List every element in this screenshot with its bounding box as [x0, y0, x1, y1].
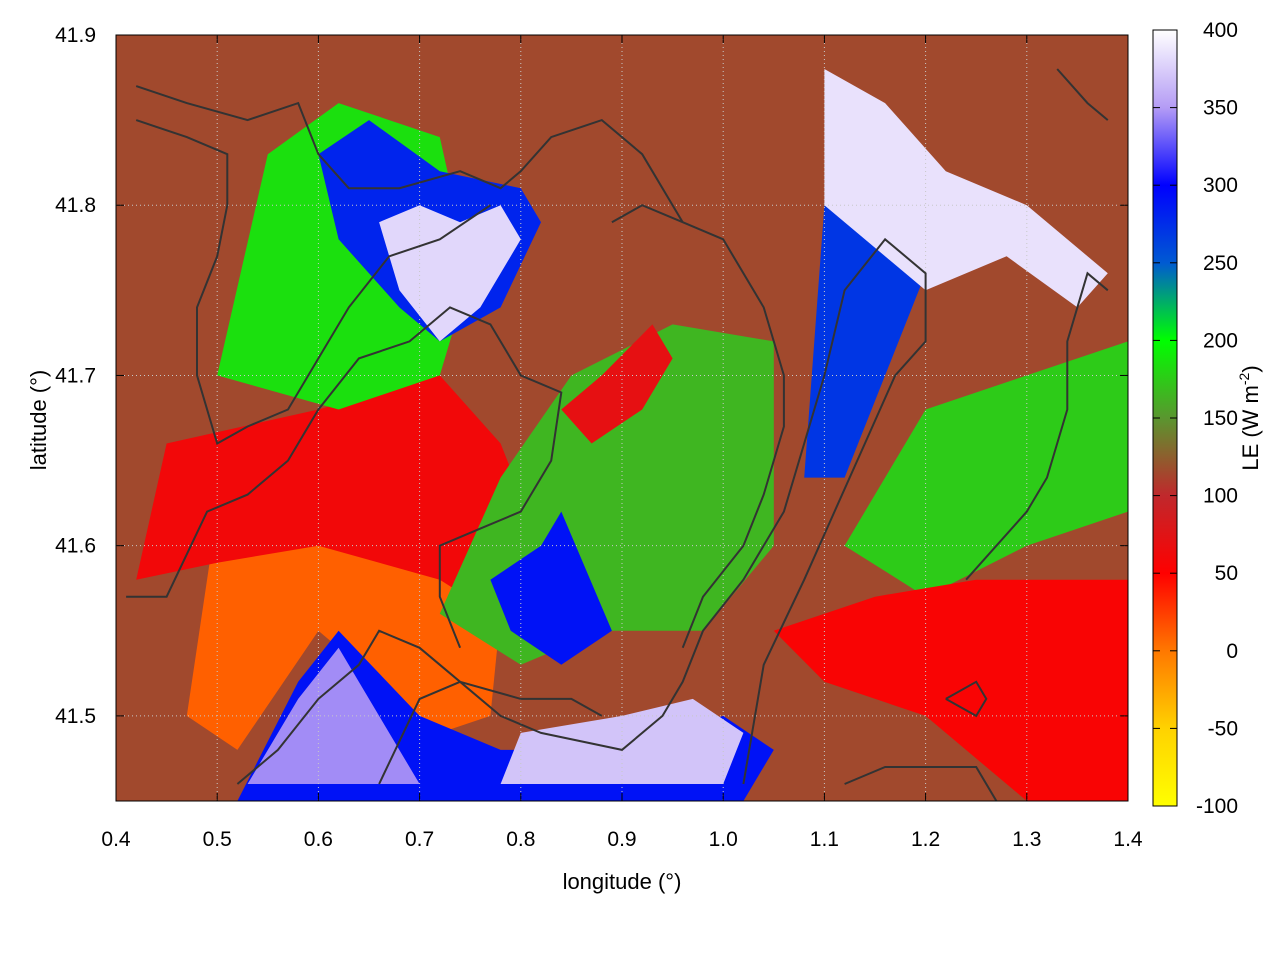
colorbar-title-close: )	[1238, 365, 1263, 372]
x-tick-label: 0.6	[304, 828, 333, 851]
contour-lines	[126, 68, 1109, 801]
field-region-central-blue	[490, 511, 612, 665]
colorbar-tick-label: 0	[1226, 640, 1238, 663]
field-region-northwest-white	[379, 205, 521, 342]
contour-line	[945, 680, 988, 718]
field-region-southeast-red	[773, 579, 1128, 801]
x-tick-label: 0.9	[607, 828, 636, 851]
contour-line	[844, 766, 998, 801]
field-region-east-green	[844, 341, 1128, 597]
colorbar-title: LE (W m-2)	[1236, 365, 1263, 470]
y-axis-title: latitude (°)	[26, 370, 51, 471]
contour-line	[135, 85, 684, 223]
field-region-south-white	[500, 698, 744, 784]
x-tick-label: 0.7	[405, 828, 434, 851]
x-tick-label: 1.0	[709, 828, 738, 851]
field-region-southwest-lavender	[247, 647, 420, 784]
x-axis-title: longitude (°)	[563, 869, 682, 894]
y-tick-label: 41.5	[55, 705, 96, 728]
colorbar-tick-label: 100	[1203, 485, 1238, 508]
contour-line	[126, 306, 563, 649]
y-tick-label: 41.9	[55, 24, 96, 47]
field-region-central-red	[561, 324, 673, 444]
colorbar-tick-label: 350	[1203, 97, 1238, 120]
colorbar-tick-label: 150	[1203, 407, 1238, 430]
x-tick-label: 1.1	[810, 828, 839, 851]
grid	[116, 35, 1128, 801]
x-tick-label: 0.5	[203, 828, 232, 851]
x-tick-label: 0.4	[101, 828, 131, 851]
colorbar-title-main: LE (W m	[1238, 385, 1263, 471]
colorbar-tick-label: -50	[1208, 717, 1238, 740]
colorbar-tick-label: -100	[1196, 795, 1238, 818]
colorbar-ticks: -100 -50 0 50 100 150 200 250 300 350 400	[1153, 19, 1238, 818]
contour-line	[965, 271, 1109, 581]
colorbar: -100 -50 0 50 100 150 200 250 300 350 400 LE (W m-…	[1152, 19, 1263, 818]
x-tick-label: 1.3	[1012, 828, 1041, 851]
contour-line	[378, 237, 927, 785]
x-tick-label: 0.8	[506, 828, 535, 851]
colorbar-title-exp: -2	[1236, 372, 1252, 385]
y-tick-label: 41.7	[55, 364, 96, 387]
field-region-northeast-blue	[804, 205, 926, 478]
colorbar-tick-label: 50	[1215, 562, 1238, 585]
le-field	[116, 35, 1128, 801]
contour-line	[1056, 68, 1109, 121]
y-tick-label: 41.6	[55, 535, 96, 558]
colorbar-tick-label: 300	[1203, 174, 1238, 197]
colorbar-tick-label: 400	[1203, 19, 1238, 42]
x-axis: 0.4 0.5 0.6 0.7 0.8 0.9 1.0 1.1 1.2 1.3 1.4	[101, 35, 1143, 851]
x-tick-label: 1.4	[1113, 828, 1143, 851]
contour-line	[611, 204, 785, 649]
contour-line	[135, 119, 491, 445]
y-tick-label: 41.8	[55, 194, 96, 217]
colorbar-tick-label: 250	[1203, 252, 1238, 275]
x-tick-label: 1.2	[911, 828, 940, 851]
contour-line	[236, 629, 603, 785]
colorbar-tick-label: 200	[1203, 329, 1238, 352]
y-axis: 41.5 41.6 41.7 41.8 41.9	[55, 24, 1128, 728]
